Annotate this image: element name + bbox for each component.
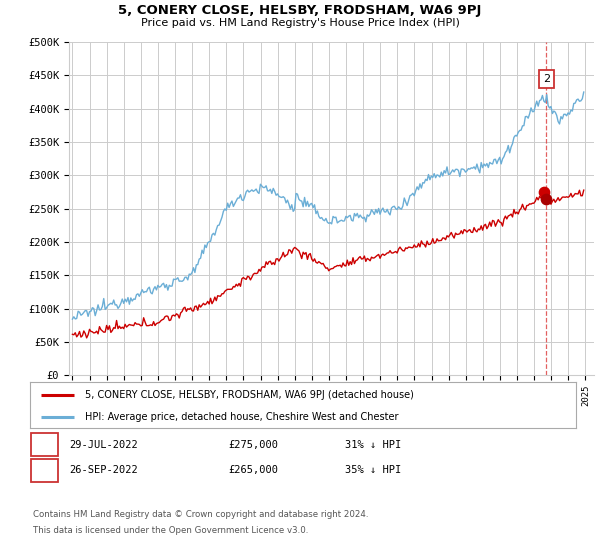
- Point: [542, 194, 551, 203]
- Text: Contains HM Land Registry data © Crown copyright and database right 2024.: Contains HM Land Registry data © Crown c…: [33, 510, 368, 519]
- Point: [539, 188, 548, 197]
- Text: 1: 1: [41, 440, 48, 450]
- Text: 31% ↓ HPI: 31% ↓ HPI: [345, 440, 401, 450]
- Text: 2: 2: [543, 74, 550, 83]
- Text: This data is licensed under the Open Government Licence v3.0.: This data is licensed under the Open Gov…: [33, 526, 308, 535]
- Text: £275,000: £275,000: [228, 440, 278, 450]
- Text: Price paid vs. HM Land Registry's House Price Index (HPI): Price paid vs. HM Land Registry's House …: [140, 18, 460, 28]
- Text: 2: 2: [41, 465, 48, 475]
- Text: 5, CONERY CLOSE, HELSBY, FRODSHAM, WA6 9PJ (detached house): 5, CONERY CLOSE, HELSBY, FRODSHAM, WA6 9…: [85, 390, 413, 400]
- Text: HPI: Average price, detached house, Cheshire West and Chester: HPI: Average price, detached house, Ches…: [85, 412, 398, 422]
- Text: 5, CONERY CLOSE, HELSBY, FRODSHAM, WA6 9PJ: 5, CONERY CLOSE, HELSBY, FRODSHAM, WA6 9…: [118, 4, 482, 17]
- FancyBboxPatch shape: [31, 433, 58, 456]
- Text: 35% ↓ HPI: 35% ↓ HPI: [345, 465, 401, 475]
- Text: 26-SEP-2022: 26-SEP-2022: [69, 465, 138, 475]
- FancyBboxPatch shape: [31, 459, 58, 482]
- Text: £265,000: £265,000: [228, 465, 278, 475]
- Text: 29-JUL-2022: 29-JUL-2022: [69, 440, 138, 450]
